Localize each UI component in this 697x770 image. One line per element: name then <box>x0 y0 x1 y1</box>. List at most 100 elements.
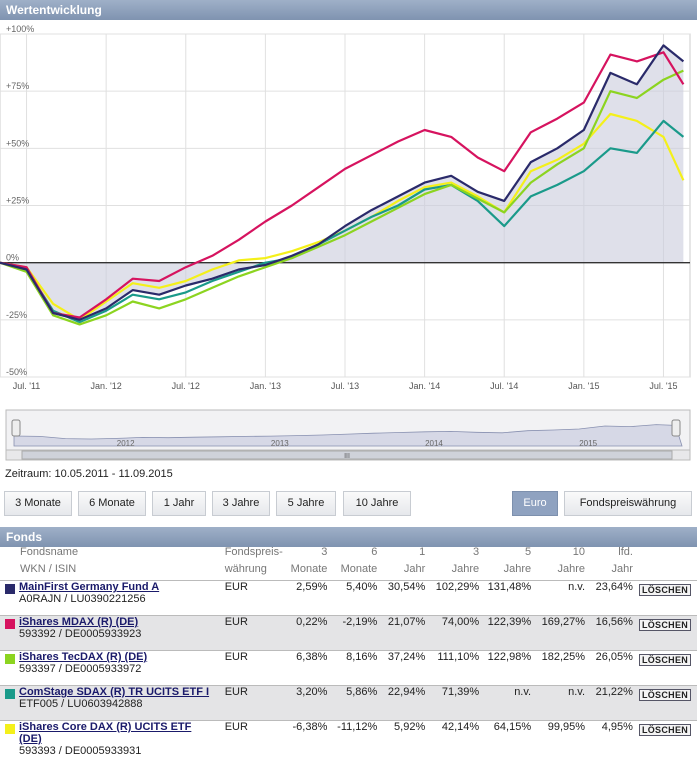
series-line <box>0 44 685 321</box>
x-tick-label: Jul. '15 <box>649 381 677 391</box>
range-3-monate-button[interactable]: 3 Monate <box>4 491 72 516</box>
perf-3m: 2,59% <box>287 580 331 616</box>
y-tick-label: +25% <box>6 196 29 206</box>
x-tick-label: Jan. '14 <box>409 381 440 391</box>
perf-3m: 6,38% <box>287 650 331 686</box>
x-tick-label: Jan. '13 <box>250 381 281 391</box>
table-header-row-2: WKN / ISIN währung Monate Monate Jahr Ja… <box>0 563 697 581</box>
delete-button[interactable]: LÖSCHEN <box>638 584 692 596</box>
perf-1j: 30,54% <box>380 580 429 616</box>
navigator-label: 2015 <box>579 439 597 448</box>
delete-button[interactable]: LÖSCHEN <box>638 724 692 736</box>
delete-button[interactable]: LÖSCHEN <box>638 654 692 666</box>
perf-lfd: 16,56% <box>588 615 636 651</box>
perf-1j: 22,94% <box>380 685 429 721</box>
perf-6m: 5,40% <box>330 580 381 616</box>
line-chart: +100% +75% +50% +25% 0% -25% -50% Jul. '11 Jan. … <box>0 24 691 461</box>
perf-1j: 5,92% <box>380 720 429 757</box>
fund-cell: iShares TecDAX (R) (DE) 593397 / DE000593… <box>0 650 222 686</box>
fund-cell: iShares Core DAX (R) UCITS ETF (DE) 59339… <box>0 720 222 757</box>
table-header-row-1: Fondsname Fondspreis- 3 6 1 3 5 10 lfd. <box>0 546 697 563</box>
perf-3j: 74,00% <box>428 615 483 651</box>
funds-table: Fondsname Fondspreis- 3 6 1 3 5 10 lfd. … <box>0 546 697 757</box>
range-5-jahre-button[interactable]: 5 Jahre <box>276 491 336 516</box>
fund-id: 593397 / DE0005933972 <box>19 663 142 675</box>
perf-5j: 122,39% <box>482 615 535 651</box>
fund-color-swatch <box>5 689 15 699</box>
header-jahre-10: Jahre <box>557 563 586 575</box>
range-10-jahre-button[interactable]: 10 Jahre <box>343 491 411 516</box>
range-3-jahre-button[interactable]: 3 Jahre <box>212 491 270 516</box>
perf-5j: 122,98% <box>482 650 535 686</box>
perf-10j: 182,25% <box>534 650 589 686</box>
zeitraum-label: Zeitraum: 10.05.2011 - 11.09.2015 <box>5 468 173 480</box>
range-1-jahr-button[interactable]: 1 Jahr <box>152 491 206 516</box>
currency-fund-button[interactable]: Fondspreiswährung <box>564 491 692 516</box>
perf-3m: 3,20% <box>287 685 331 721</box>
header-3m: 3 <box>321 546 328 558</box>
x-tick-label: Jul. '12 <box>172 381 200 391</box>
fund-name-link[interactable]: ComStage SDAX (R) TR UCITS ETF I <box>19 686 210 698</box>
fund-name-link[interactable]: iShares TecDAX (R) (DE) <box>19 651 148 663</box>
perf-5j: n.v. <box>482 685 535 721</box>
fund-currency: EUR <box>221 615 288 651</box>
perf-6m: -2,19% <box>330 615 381 651</box>
perf-3m: 0,22% <box>287 615 331 651</box>
navigator-handle-left <box>11 419 21 437</box>
fund-name-link[interactable]: MainFirst Germany Fund A <box>19 581 160 593</box>
fund-color-swatch <box>5 654 15 664</box>
fund-id: A0RAJN / LU0390221256 <box>19 593 146 605</box>
x-tick-label: Jul. '11 <box>13 381 41 391</box>
delete-button[interactable]: LÖSCHEN <box>638 619 692 631</box>
navigator-handle-right <box>671 419 681 437</box>
fund-cell: MainFirst Germany Fund A A0RAJN / LU03902… <box>0 580 222 616</box>
fund-id: 593392 / DE0005933923 <box>19 628 142 640</box>
header-1j: 1 <box>419 546 426 558</box>
perf-lfd: 23,64% <box>588 580 636 616</box>
series-line <box>0 119 685 324</box>
perf-3j: 71,39% <box>428 685 483 721</box>
series-area <box>0 45 684 320</box>
header-monate-6: Monate <box>340 563 378 575</box>
fund-color-swatch <box>5 584 15 594</box>
x-tick-label: Jul. '14 <box>490 381 518 391</box>
header-jahr-lfd: Jahr <box>611 563 633 575</box>
header-10j: 10 <box>572 546 586 558</box>
x-tick-label: Jan. '15 <box>568 381 599 391</box>
perf-5j: 131,48% <box>482 580 535 616</box>
fund-name-link[interactable]: iShares MDAX (R) (DE) <box>19 616 139 628</box>
y-tick-label: -25% <box>6 310 27 320</box>
funds-panel-title: Fonds <box>0 527 697 547</box>
header-6m: 6 <box>371 546 378 558</box>
fund-id: 593393 / DE0005933931 <box>19 745 142 757</box>
fund-currency: EUR <box>221 650 288 686</box>
fund-id: ETF005 / LU0603942888 <box>19 698 143 710</box>
header-jahre-5: Jahre <box>503 563 532 575</box>
perf-lfd: 21,22% <box>588 685 636 721</box>
scrollbar-grip: III <box>344 453 350 460</box>
delete-button[interactable]: LÖSCHEN <box>638 689 692 701</box>
range-6-monate-button[interactable]: 6 Monate <box>78 491 146 516</box>
perf-6m: 5,86% <box>330 685 381 721</box>
header-monate-3: Monate <box>290 563 328 575</box>
header-jahr-1: Jahr <box>403 563 426 575</box>
y-tick-label: +75% <box>6 81 29 91</box>
fund-name-link[interactable]: iShares Core DAX (R) UCITS ETF (DE) <box>19 721 192 745</box>
header-5j: 5 <box>524 546 532 558</box>
currency-euro-button[interactable]: Euro <box>512 491 558 516</box>
fund-row: iShares MDAX (R) (DE) 593392 / DE00059339… <box>0 615 697 651</box>
fund-row: iShares Core DAX (R) UCITS ETF (DE) 59339… <box>0 720 697 757</box>
series-line <box>0 69 684 326</box>
perf-1j: 37,24% <box>380 650 429 686</box>
header-waehrung: währung <box>224 563 267 575</box>
perf-10j: n.v. <box>534 685 589 721</box>
perf-3j: 111,10% <box>428 650 483 686</box>
perf-lfd: 26,05% <box>588 650 636 686</box>
navigator-label: 2012 <box>117 439 135 448</box>
series-line <box>0 51 685 319</box>
fund-row: MainFirst Germany Fund A A0RAJN / LU03902… <box>0 580 697 616</box>
y-tick-label: 0% <box>6 253 19 263</box>
header-jahre-3: Jahre <box>451 563 480 575</box>
fund-currency: EUR <box>221 580 288 616</box>
y-tick-label: -50% <box>6 367 27 377</box>
